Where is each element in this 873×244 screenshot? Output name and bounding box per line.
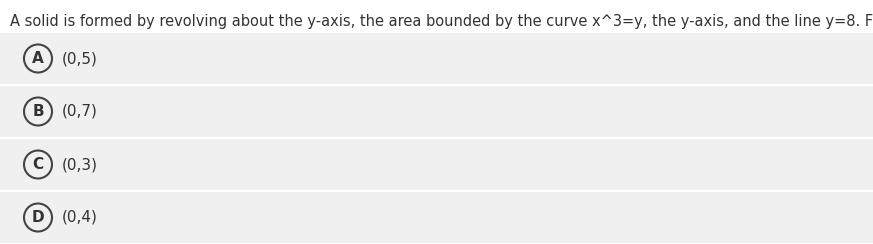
- Text: A: A: [32, 51, 44, 66]
- Text: C: C: [32, 157, 44, 172]
- Text: (0,7): (0,7): [62, 104, 98, 119]
- Ellipse shape: [24, 151, 52, 179]
- Text: (0,4): (0,4): [62, 210, 98, 225]
- Bar: [0, 33, 873, 84]
- Text: D: D: [31, 210, 45, 225]
- Ellipse shape: [24, 44, 52, 72]
- Text: A solid is formed by revolving about the y-axis, the area bounded by the curve x: A solid is formed by revolving about the…: [10, 14, 873, 29]
- Bar: [0, 192, 873, 243]
- Ellipse shape: [24, 98, 52, 125]
- Bar: [0, 139, 873, 190]
- Ellipse shape: [24, 203, 52, 232]
- Bar: [0, 86, 873, 137]
- Text: (0,3): (0,3): [62, 157, 98, 172]
- Text: (0,5): (0,5): [62, 51, 98, 66]
- Text: B: B: [32, 104, 44, 119]
